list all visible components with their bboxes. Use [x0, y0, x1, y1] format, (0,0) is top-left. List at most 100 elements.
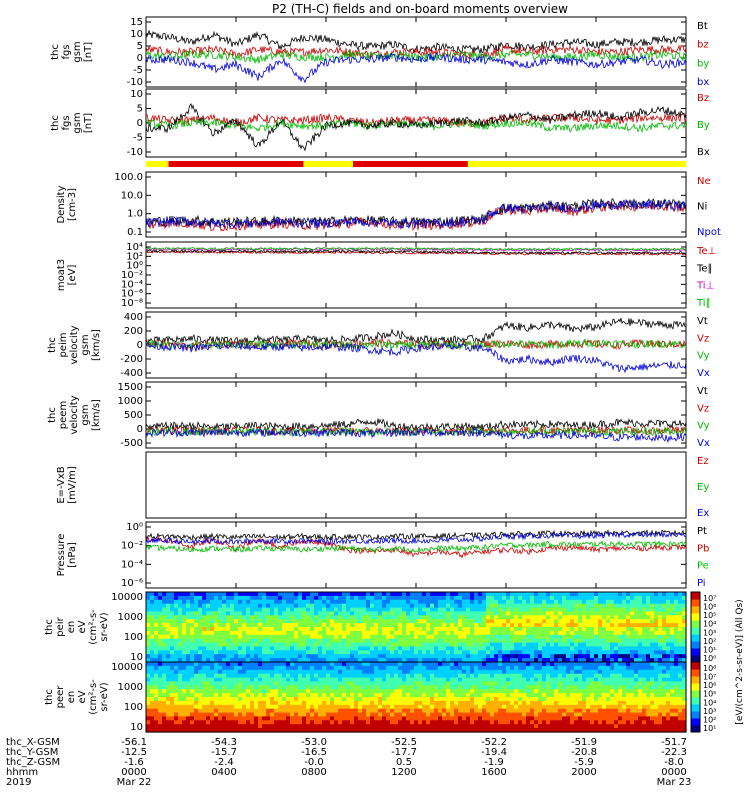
spectrogram-cell — [678, 595, 683, 601]
spectrogram-cell — [466, 708, 471, 714]
spectrogram-cell — [246, 650, 251, 655]
spectrogram-cell — [506, 658, 511, 663]
spectrogram-cell — [282, 662, 287, 667]
spectrogram-cell — [286, 681, 291, 686]
spectrogram-cell — [178, 638, 183, 644]
spectrogram-cell — [274, 708, 279, 714]
spectrogram-cell — [478, 592, 483, 597]
spectrogram-cell — [302, 704, 307, 710]
spectrogram-cell — [294, 662, 299, 667]
spectrogram-cell — [582, 592, 587, 597]
spectrogram-cell — [338, 712, 343, 718]
spectrogram-cell — [582, 634, 587, 640]
spectrogram-cell — [658, 654, 663, 659]
spectrogram-cell — [374, 697, 379, 702]
spectrogram-cell — [502, 728, 507, 733]
spectrogram-cell — [482, 611, 487, 616]
spectrogram-cell — [238, 689, 243, 694]
spectrogram-cell — [562, 704, 567, 710]
spectrogram-cell — [178, 681, 183, 686]
spectrogram-cell — [338, 611, 343, 616]
spectrogram-cell — [158, 689, 163, 694]
spectrogram-cell — [214, 677, 219, 683]
spectrogram-cell — [238, 646, 243, 651]
spectrogram-cell — [258, 630, 263, 636]
spectrogram-cell — [234, 716, 239, 721]
spectrogram-cell — [538, 658, 543, 663]
panel-8-ytick: 10⁻⁶ — [121, 578, 143, 589]
spectrogram-cell — [498, 615, 503, 620]
spectrogram-cell — [338, 720, 343, 725]
spectrogram-cell — [558, 634, 563, 640]
spectrogram-cell — [298, 704, 303, 710]
spectrogram-cell — [490, 673, 495, 679]
spectrogram-cell — [266, 665, 271, 671]
spectrogram-cell — [374, 603, 379, 609]
spectrogram-cell — [530, 619, 535, 624]
spectrogram-cell — [170, 592, 175, 597]
spectrogram-cell — [638, 592, 643, 597]
series-line-Vx — [145, 340, 687, 374]
spectrogram-cell — [338, 595, 343, 601]
spectrogram-cell — [194, 634, 199, 640]
spectrogram-cell — [578, 642, 583, 648]
spectrogram-cell — [158, 654, 163, 659]
spectrogram-cell — [566, 623, 571, 628]
panel-1-ytick: 10 — [130, 29, 143, 40]
spectrogram-cell — [146, 704, 151, 710]
spectrogram-cell — [238, 630, 243, 636]
spectrogram-cell — [622, 592, 627, 597]
spectrogram-cell — [346, 720, 351, 725]
spectrogram-cell — [214, 607, 219, 613]
spectrogram-cell — [538, 642, 543, 648]
spectrogram-cell — [154, 627, 159, 632]
spectrogram-cell — [478, 603, 483, 609]
spectrogram-cell — [510, 607, 515, 613]
spectrogram-cell — [530, 716, 535, 721]
spectrogram-cell — [190, 673, 195, 679]
spectrogram-cell — [286, 654, 291, 659]
spectrogram-cell — [210, 634, 215, 640]
spectrogram-cell — [666, 658, 671, 663]
spectrogram-cell — [490, 662, 495, 667]
spectrogram-cell — [394, 650, 399, 655]
spectrogram-cell — [446, 634, 451, 640]
spectrogram-cell — [666, 619, 671, 624]
spectrogram-cell — [186, 681, 191, 686]
spectrogram-cell — [398, 646, 403, 651]
spectrogram-cell — [306, 693, 311, 698]
spectrogram-cell — [222, 708, 227, 714]
spectrogram-cell — [642, 654, 647, 659]
spectrogram-cell — [250, 599, 255, 605]
spectrogram-cell — [182, 603, 187, 609]
spectrogram-cell — [542, 658, 547, 663]
panel-4-ytick: 10⁴ — [126, 242, 143, 253]
spectrogram-cell — [378, 619, 383, 624]
spectrogram-cell — [366, 665, 371, 671]
spectrogram-cell — [398, 662, 403, 667]
legend-Bx: Bx — [697, 147, 710, 158]
spectrogram-cell — [242, 634, 247, 640]
spectrogram-cell — [558, 728, 563, 733]
spectrogram-cell — [458, 685, 463, 690]
spectrogram-cell — [414, 615, 419, 620]
spectrogram-cell — [218, 646, 223, 651]
spectrogram-cell — [394, 630, 399, 636]
spectrogram-cell — [546, 681, 551, 686]
spectrogram-cell — [202, 634, 207, 640]
spectrogram-cell — [558, 665, 563, 671]
spectrogram-cell — [186, 720, 191, 725]
spectrogram-cell — [494, 700, 499, 706]
spectrogram-cell — [490, 654, 495, 659]
spectrogram-cell — [174, 623, 179, 628]
spectrogram-cell — [550, 685, 555, 690]
spectrogram-cell — [518, 728, 523, 733]
spectrogram-cell — [286, 634, 291, 640]
spectrogram-cell — [618, 592, 623, 597]
spectrogram-cell — [158, 677, 163, 683]
spectrogram-cell — [298, 685, 303, 690]
spectrogram-cell — [546, 689, 551, 694]
spectrogram-cell — [326, 662, 331, 667]
spectrogram-cell — [598, 650, 603, 655]
